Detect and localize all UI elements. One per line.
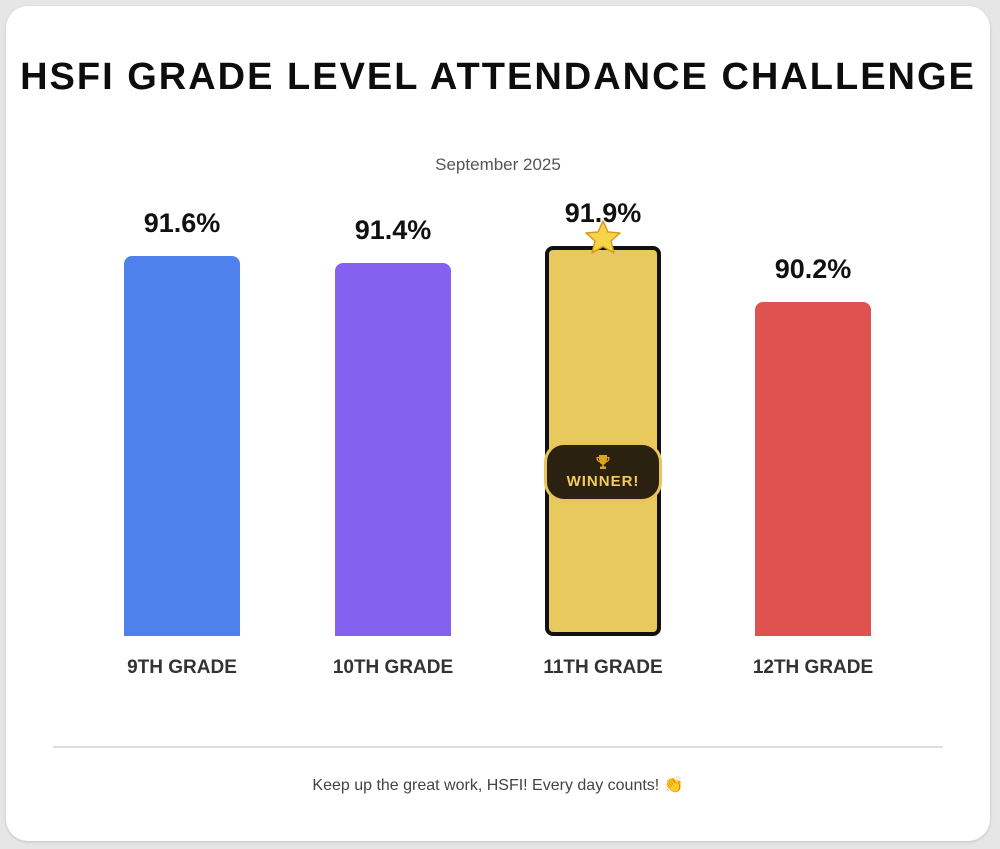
value-label-2: 91.4% xyxy=(354,214,432,245)
bar-2 xyxy=(335,262,451,636)
category-label-2: 10TH GRADE xyxy=(332,657,454,678)
category-label-4: 12TH GRADE xyxy=(752,657,874,678)
footer-message: Keep up the great work, HSFI! Every day … xyxy=(312,777,684,794)
bar-4 xyxy=(755,302,871,636)
winner-badge-text: WINNER! xyxy=(566,473,640,490)
value-label-4: 90.2% xyxy=(774,254,852,285)
footer-divider xyxy=(53,746,943,748)
value-label-1: 91.6% xyxy=(143,208,221,239)
chart-subtitle: September 2025 xyxy=(435,155,561,174)
bar-3 xyxy=(545,246,661,636)
winner-badge: WINNER! xyxy=(544,442,662,502)
category-label-3: 11TH GRADE xyxy=(543,657,663,678)
category-label-1: 9TH GRADE xyxy=(127,657,237,678)
star-icon xyxy=(585,220,621,255)
bar-1 xyxy=(124,256,240,636)
chart-title: HSFI GRADE LEVEL ATTENDANCE CHALLENGE xyxy=(20,56,976,98)
trophy-icon xyxy=(547,454,659,472)
